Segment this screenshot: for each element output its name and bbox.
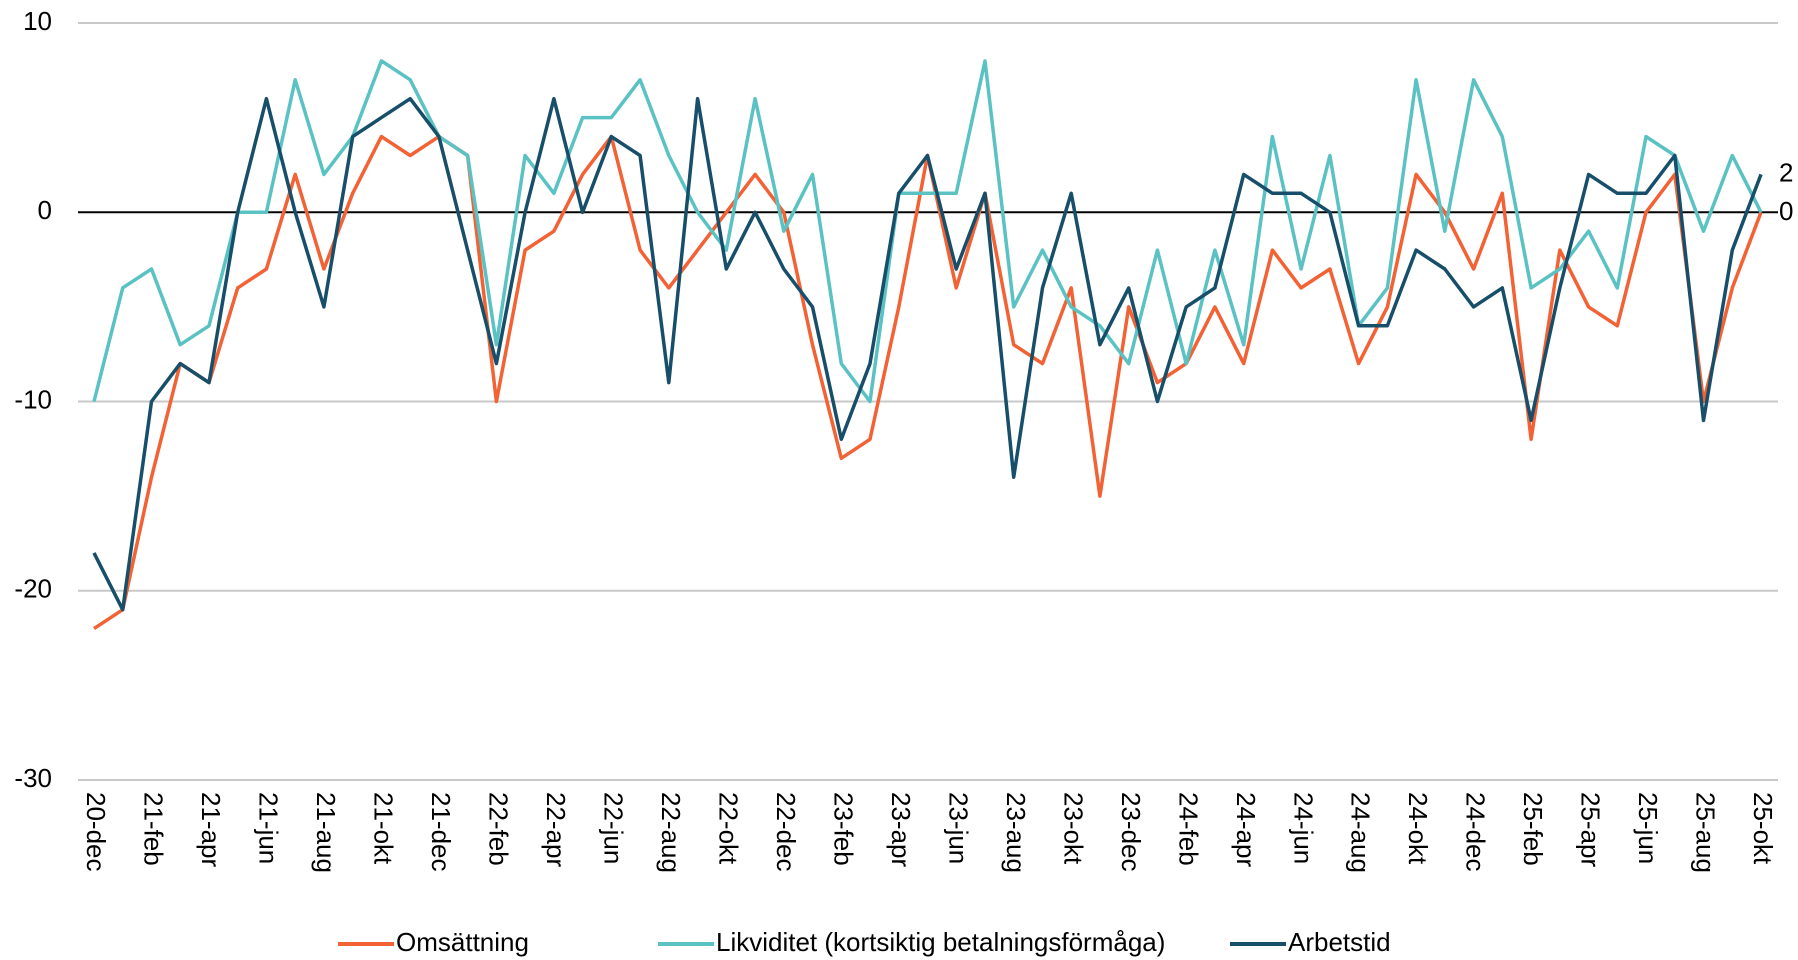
legend-item: Arbetstid (1230, 927, 1391, 957)
x-tick-label: 25-apr (1576, 792, 1606, 867)
x-tick-label: 21-aug (311, 792, 341, 873)
y-tick-label: -20 (14, 574, 52, 604)
x-tick-label: 23-jun (943, 792, 973, 864)
x-tick-label: 24-jun (1288, 792, 1318, 864)
x-tick-label: 23-apr (886, 792, 916, 867)
x-tick-label: 25-jun (1633, 792, 1663, 864)
x-tick-label: 22-okt (713, 792, 743, 865)
x-tick-label: 21-dec (426, 792, 456, 872)
y-tick-label: -10 (14, 384, 52, 414)
x-tick-label: 22-aug (656, 792, 686, 873)
x-tick-label: 21-feb (139, 792, 169, 866)
legend-item: Likviditet (kortsiktig betalningsförmåga… (658, 927, 1165, 957)
x-tick-label: 25-feb (1518, 792, 1548, 866)
x-tick-label: 21-okt (369, 792, 399, 865)
series-line (92, 96, 1763, 612)
legend-label: Omsättning (396, 927, 529, 957)
x-tick-label: 25-okt (1748, 792, 1778, 865)
x-tick-label: 23-dec (1116, 792, 1146, 872)
x-tick-label: 20-dec (81, 792, 111, 872)
x-tick-label: 21-jun (254, 792, 284, 864)
x-tick-label: 21-apr (196, 792, 226, 867)
x-tick-label: 22-dec (771, 792, 801, 872)
legend-item: Omsättning (338, 927, 529, 957)
x-tick-label: 23-okt (1058, 792, 1088, 865)
x-tick-label: 23-feb (828, 792, 858, 866)
x-tick-label: 24-aug (1346, 792, 1376, 873)
legend-label: Arbetstid (1288, 927, 1391, 957)
series-line (92, 59, 1763, 404)
x-tick-label: 24-feb (1173, 792, 1203, 866)
legend-label: Likviditet (kortsiktig betalningsförmåga… (716, 927, 1165, 957)
end-label: 0 (1779, 196, 1793, 226)
x-tick-label: 25-aug (1691, 792, 1721, 873)
y-tick-label: 10 (23, 6, 52, 36)
x-tick-label: 22-feb (484, 792, 514, 866)
x-tick-label: 24-dec (1461, 792, 1491, 872)
x-tick-label: 23-aug (1001, 792, 1031, 873)
y-tick-label: 0 (38, 195, 52, 225)
series-line (93, 134, 1763, 631)
x-tick-label: 22-apr (541, 792, 571, 867)
end-label: 2 (1779, 157, 1793, 187)
x-tick-label: 22-jun (598, 792, 628, 864)
x-tick-label: 24-okt (1403, 792, 1433, 865)
x-tick-label: 24-apr (1231, 792, 1261, 867)
y-tick-label: -30 (14, 763, 52, 793)
